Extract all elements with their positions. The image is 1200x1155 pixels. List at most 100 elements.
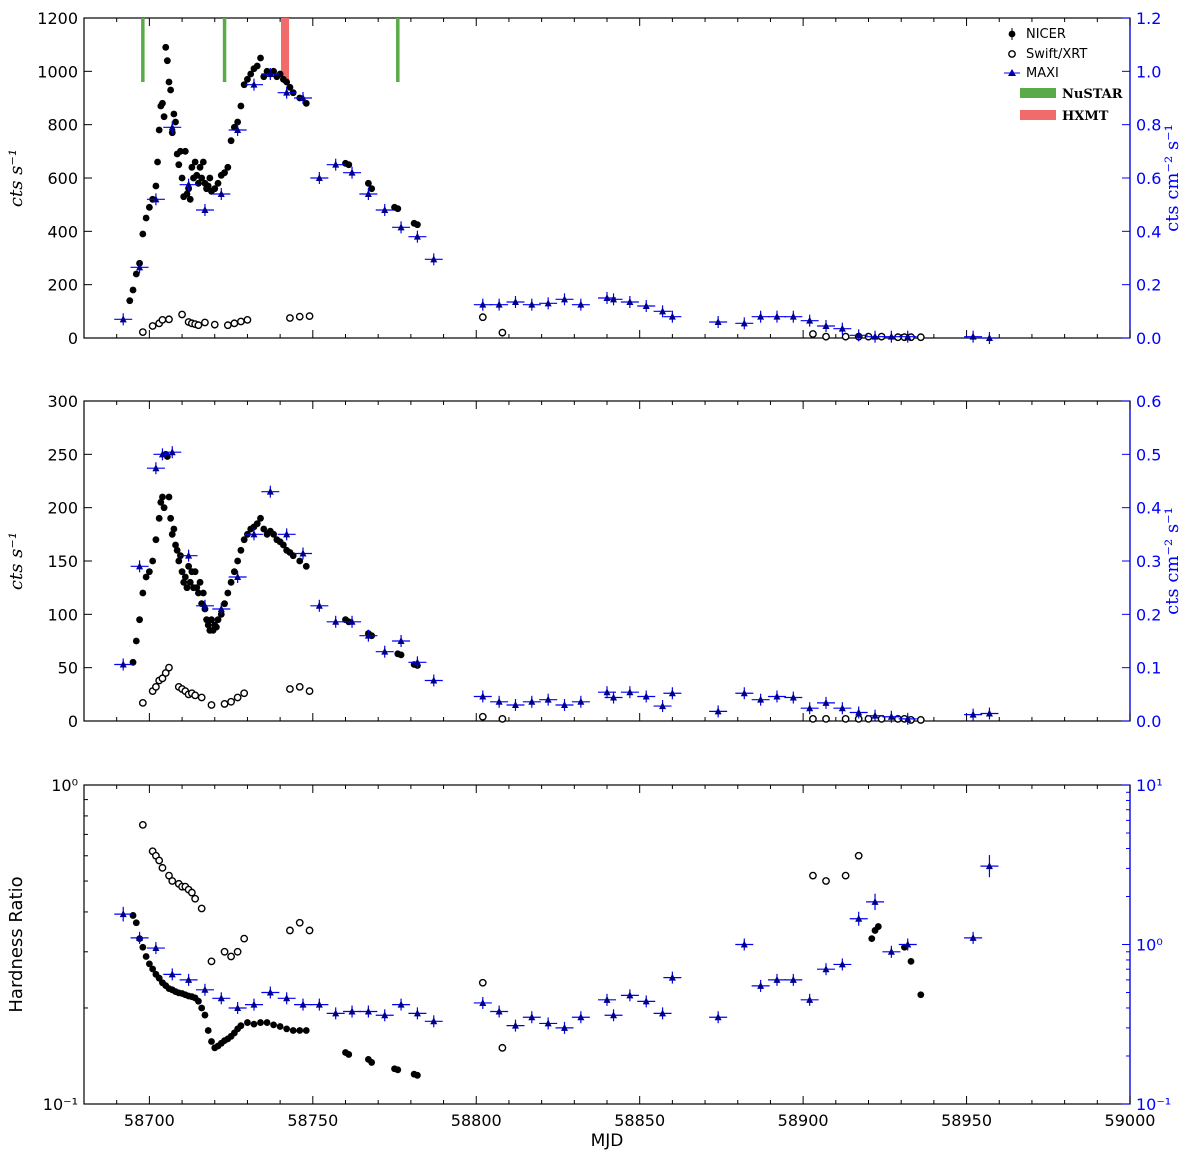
nicer-point (167, 514, 175, 522)
nicer-point (253, 62, 261, 70)
maxi-point (985, 709, 993, 717)
nicer-point (296, 1027, 304, 1034)
nicer-point (394, 205, 402, 213)
nicer-point (196, 578, 204, 586)
nicer-point (296, 557, 304, 565)
swift-xrt-point (191, 894, 200, 903)
maxi-point (511, 1021, 519, 1029)
swift-xrt-point (305, 926, 314, 935)
nicer-point (230, 568, 238, 576)
nicer-point (177, 147, 184, 155)
nicer-point (224, 589, 232, 597)
maxi-point (668, 973, 676, 981)
nicer-point (203, 616, 210, 624)
nicer-point (208, 1038, 215, 1045)
maxi-point (250, 1000, 258, 1008)
maxi-point (789, 312, 797, 320)
maxi-point (397, 1000, 405, 1008)
nicer-point (191, 568, 199, 576)
y-tick-label: 10⁻¹ (43, 1095, 78, 1114)
maxi-point (969, 933, 977, 941)
swift-xrt-point (191, 691, 200, 700)
y2-tick-label: 1.0 (1136, 62, 1161, 81)
legend-swift-label: Swift/XRT (1026, 47, 1087, 62)
swift-xrt-point (822, 714, 830, 723)
maxi-point (822, 965, 830, 973)
swift-xrt-point (220, 700, 229, 708)
maxi-point (119, 315, 127, 323)
swift-xrt-point (165, 663, 173, 672)
y2-tick-label: 0.6 (1136, 169, 1161, 188)
maxi-point (234, 573, 242, 580)
nicer-point (260, 525, 268, 533)
nicer-point (186, 195, 194, 203)
maxi-point (201, 601, 209, 609)
legend-hxmt-label: HXMT (1062, 109, 1109, 124)
nustar-observation-bar (396, 18, 400, 82)
y2-tick-label: 10⁰ (1136, 936, 1163, 955)
legend-swift-marker (1008, 50, 1016, 58)
nicer-point (221, 600, 228, 608)
nicer-point (191, 158, 199, 166)
y-tick-label: 0 (68, 712, 78, 731)
maxi-point (773, 692, 781, 700)
maxi-point (985, 862, 993, 870)
swift-xrt-point (197, 693, 206, 702)
nicer-point (227, 578, 235, 586)
nicer-point (129, 286, 137, 294)
maxi-point (315, 174, 323, 181)
maxi-point (822, 698, 830, 706)
swift-xrt-point (138, 328, 147, 337)
nicer-point (270, 530, 277, 538)
maxi-point (413, 1009, 421, 1017)
maxi-point (789, 693, 797, 701)
maxi-point (201, 206, 209, 213)
maxi-point (136, 263, 144, 271)
nicer-point (253, 520, 261, 528)
maxi-point (283, 530, 291, 538)
maxi-point (544, 695, 552, 703)
nicer-point (907, 957, 915, 965)
nicer-point (180, 578, 188, 586)
nicer-point (142, 573, 150, 581)
nicer-point (237, 1022, 245, 1030)
nicer-point (270, 67, 277, 75)
nicer-point (289, 1027, 297, 1034)
maxi-point (152, 195, 160, 203)
legend-maxi-label: MAXI (1026, 66, 1059, 81)
swift-xrt-point (138, 698, 147, 707)
swift-xrt-point (498, 1043, 507, 1052)
maxi-point (855, 331, 863, 339)
swift-xrt-point (822, 877, 830, 885)
nicer-point (345, 1051, 353, 1058)
maxi-point (577, 1013, 585, 1021)
nicer-point (237, 546, 245, 554)
nicer-point (257, 514, 264, 522)
nicer-point (345, 161, 353, 169)
nicer-point (364, 179, 372, 187)
maxi-point (332, 160, 340, 168)
nicer-point (397, 651, 405, 659)
nicer-point (868, 935, 876, 942)
nicer-point (193, 584, 201, 592)
swift-xrt-point (286, 926, 294, 935)
nicer-point (139, 230, 147, 238)
maxi-point (603, 688, 611, 696)
maxi-point (234, 1003, 242, 1011)
swift-xrt-point (478, 313, 487, 322)
swift-xrt-point (227, 952, 235, 961)
maxi-point (332, 1009, 340, 1017)
nicer-point (183, 190, 191, 198)
maxi-point (642, 997, 650, 1005)
nicer-point (175, 161, 183, 169)
maxi-point (714, 318, 722, 325)
nicer-point (279, 541, 287, 549)
maxi-point (855, 914, 863, 922)
maxi-point (626, 298, 634, 305)
maxi-point (397, 637, 405, 644)
nicer-point (230, 123, 238, 131)
swift-xrt-point (138, 820, 147, 829)
nicer-point (181, 573, 189, 581)
nicer-point (170, 110, 178, 118)
swift-xrt-point (841, 332, 850, 341)
